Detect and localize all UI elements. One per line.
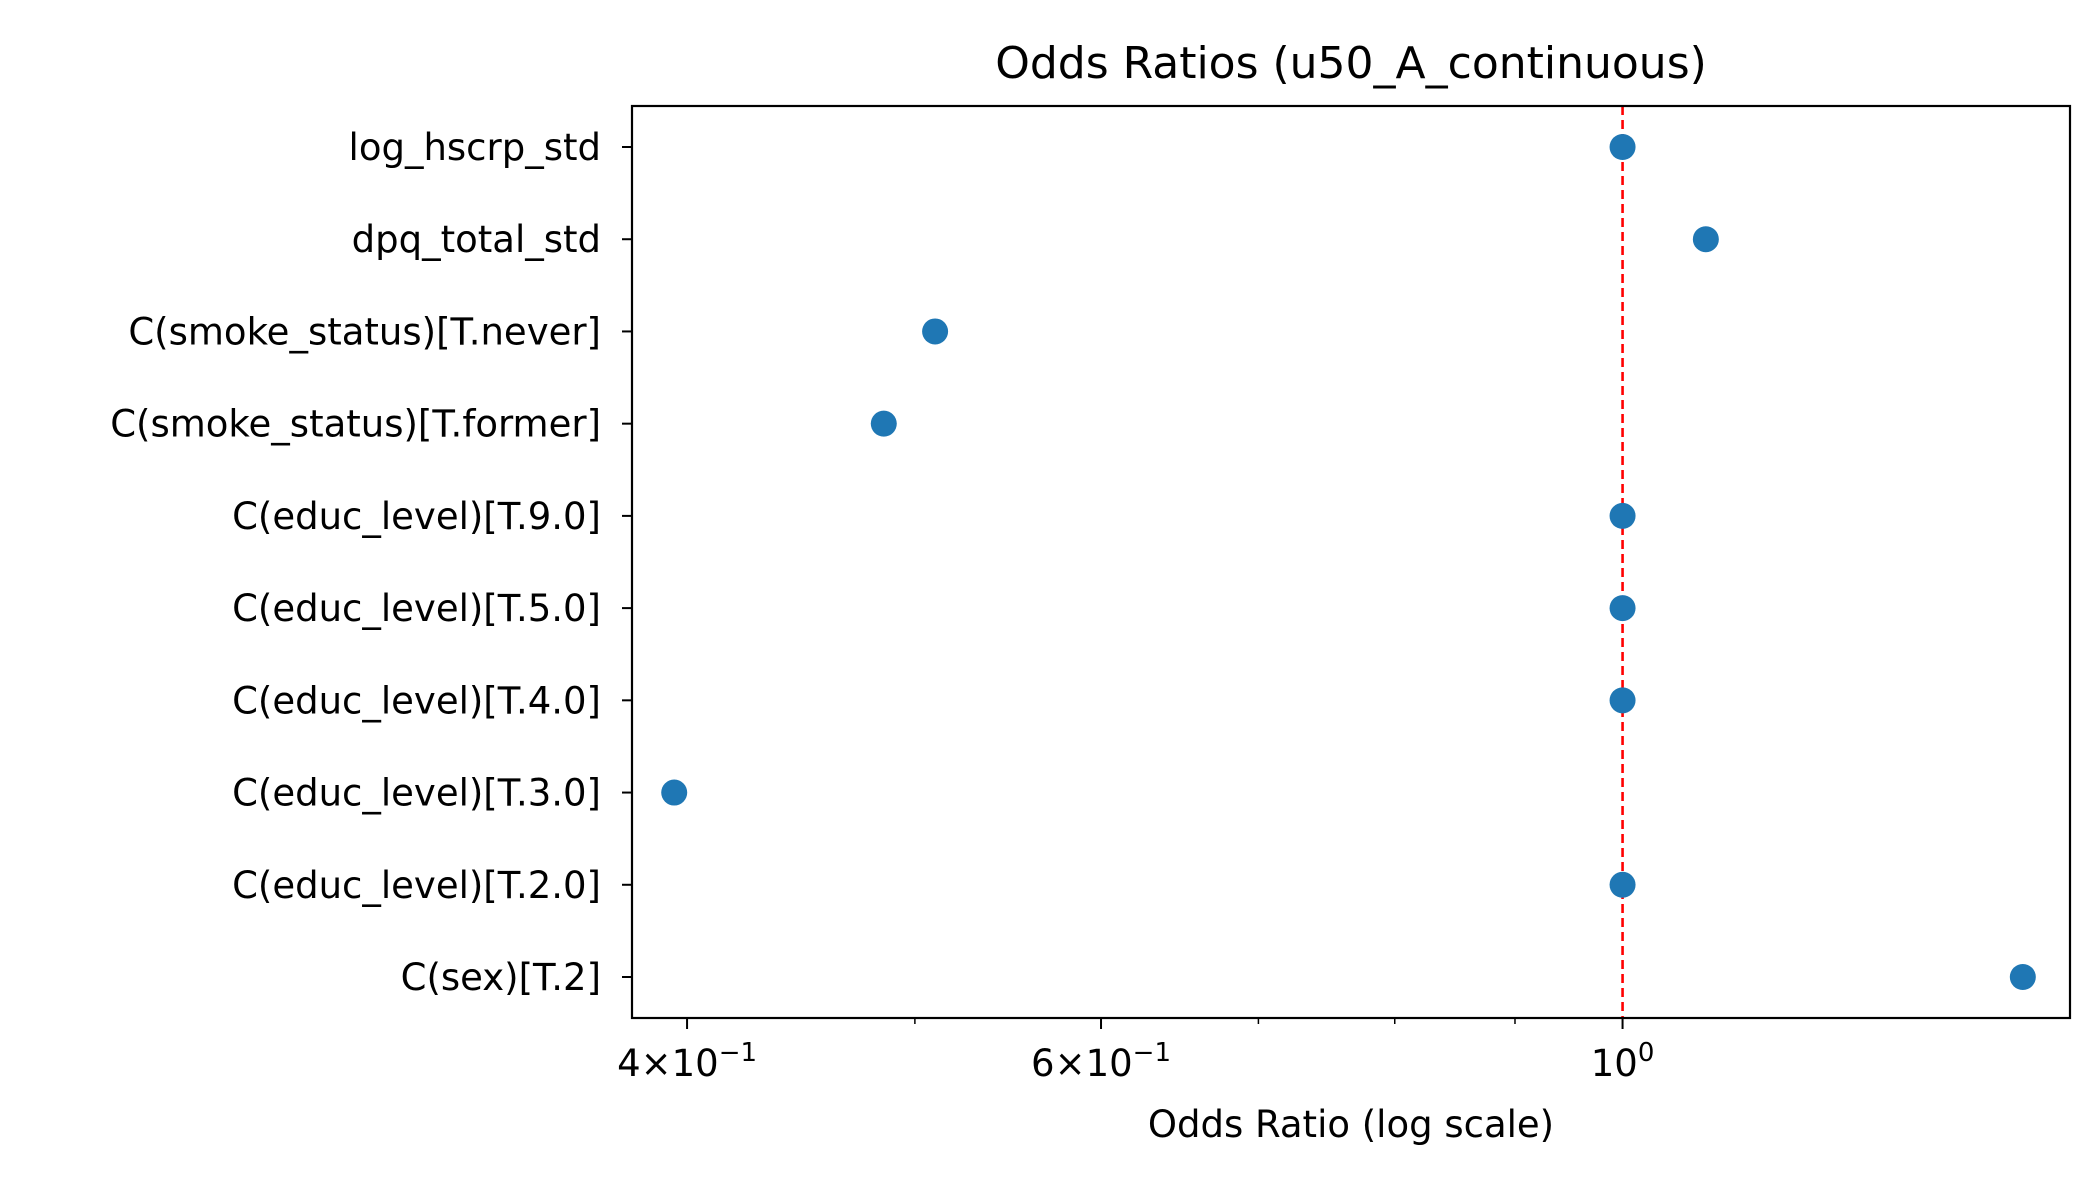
y-tick-label: C(sex)[T.2] — [401, 956, 601, 999]
x-tick-label: 4×10−1 — [617, 1038, 757, 1085]
y-tick-label: C(educ_level)[T.2.0] — [232, 864, 601, 907]
y-tick-label: dpq_total_std — [352, 218, 601, 261]
y-tick-label: C(educ_level)[T.9.0] — [232, 495, 601, 538]
data-point — [922, 318, 949, 345]
data-point — [2009, 964, 2036, 990]
y-tick-label: C(educ_level)[T.3.0] — [232, 772, 601, 815]
y-tick-label: C(educ_level)[T.5.0] — [232, 587, 601, 630]
y-tick-label: C(smoke_status)[T.never] — [128, 310, 601, 353]
chart-title: Odds Ratios (u50_A_continuous) — [995, 38, 1707, 89]
y-tick-label: C(educ_level)[T.4.0] — [232, 679, 601, 722]
data-point — [1609, 687, 1636, 714]
data-point — [661, 779, 688, 806]
data-point — [1609, 595, 1636, 622]
data-point — [1609, 134, 1636, 160]
data-point — [870, 410, 897, 437]
x-tick-label: 6×10−1 — [1031, 1038, 1171, 1085]
data-point — [1609, 871, 1636, 898]
x-tick-label: 100 — [1591, 1038, 1655, 1085]
y-tick-label: C(smoke_status)[T.former] — [110, 403, 601, 446]
plot-frame — [630, 104, 2072, 1020]
y-tick-label: log_hscrp_std — [349, 126, 601, 169]
x-axis-label: Odds Ratio (log scale) — [1148, 1103, 1554, 1146]
data-point — [1692, 226, 1719, 253]
data-point — [1609, 502, 1636, 529]
